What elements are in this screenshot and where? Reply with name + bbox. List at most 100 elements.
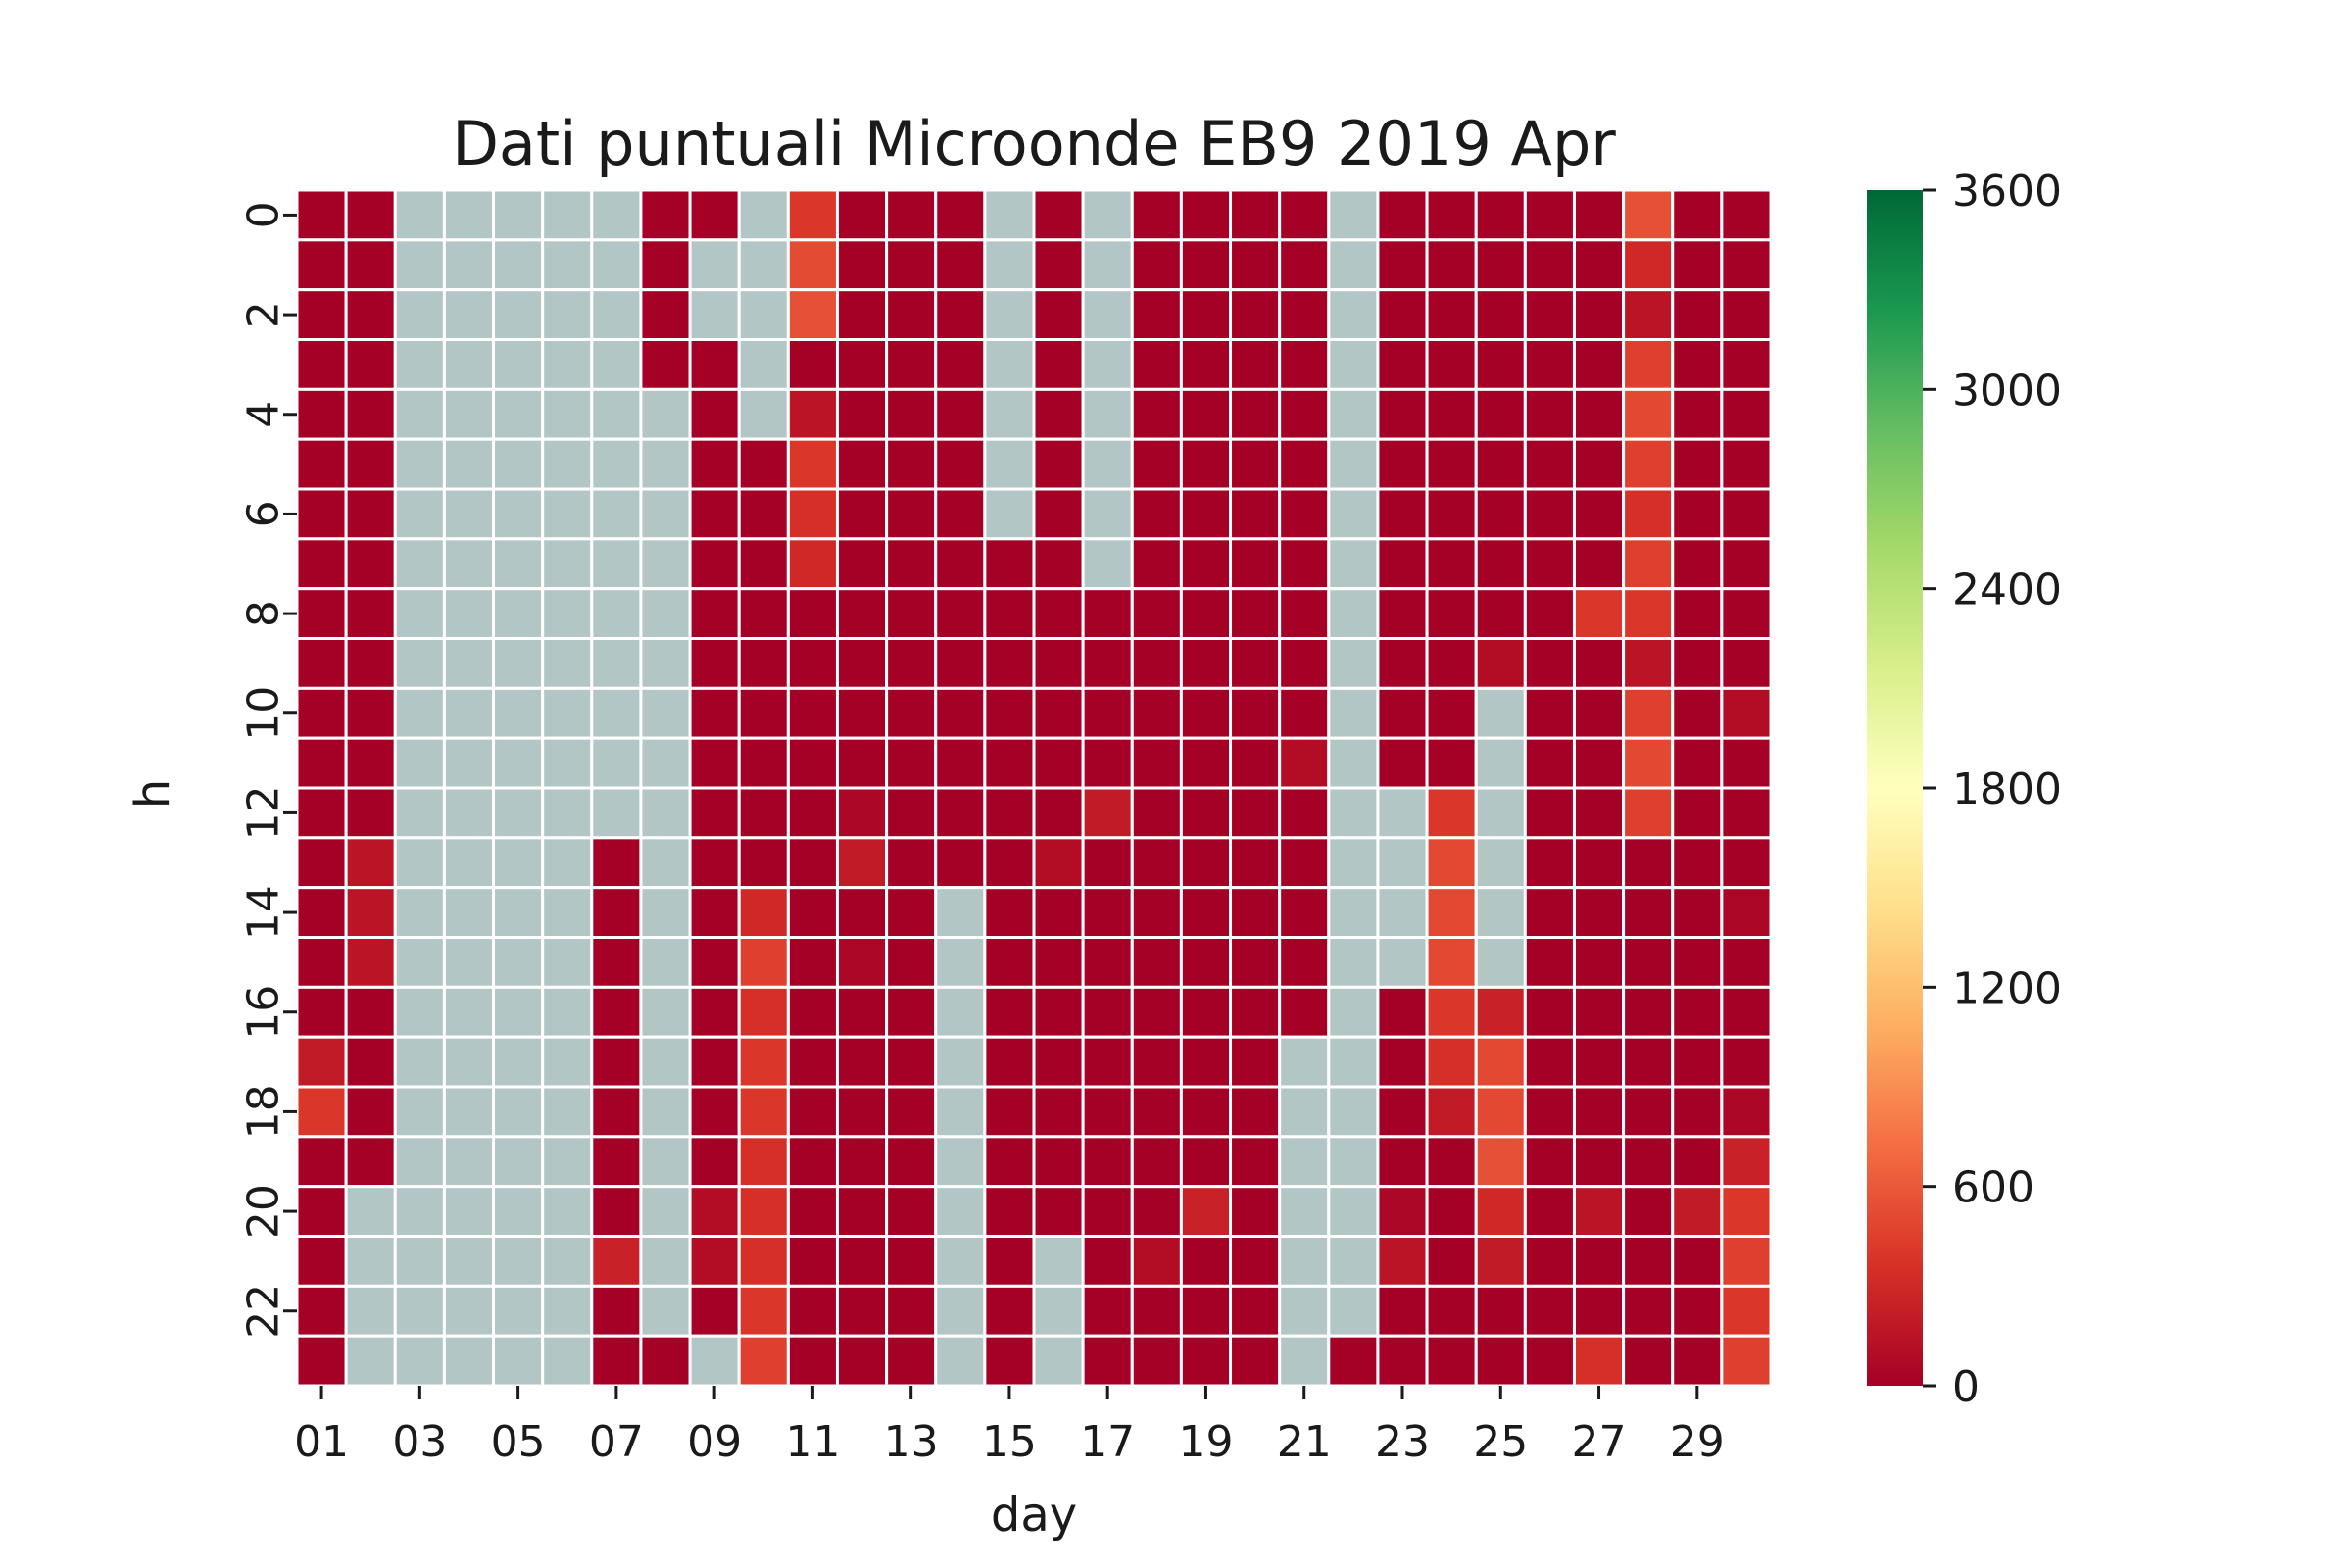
heatmap-cell <box>737 886 790 939</box>
heatmap-cell <box>442 637 496 690</box>
heatmap-cell <box>1425 936 1478 989</box>
heatmap-cell <box>541 836 594 890</box>
heatmap-cell <box>1474 1235 1527 1288</box>
heatmap-cell <box>1671 686 1724 740</box>
heatmap-cell <box>983 288 1036 342</box>
heatmap-cell <box>1130 387 1183 441</box>
heatmap-cell <box>786 587 839 640</box>
heatmap-cell <box>442 1334 496 1388</box>
heatmap-cell <box>1376 1135 1429 1189</box>
heatmap-cell <box>1130 188 1183 242</box>
heatmap-cell <box>1572 188 1626 242</box>
heatmap-cell <box>1179 936 1233 989</box>
heatmap-cell <box>1523 487 1576 541</box>
heatmap-cell <box>1671 587 1724 640</box>
heatmap-cell <box>1376 985 1429 1039</box>
heatmap-cell <box>1278 936 1331 989</box>
heatmap-cell <box>1572 587 1626 640</box>
heatmap-cell <box>639 637 692 690</box>
heatmap-cell <box>1327 537 1380 591</box>
heatmap-cell <box>1425 686 1478 740</box>
heatmap-cell <box>934 188 987 242</box>
heatmap-cell <box>1229 936 1282 989</box>
heatmap-cell <box>1376 786 1429 840</box>
heatmap-cell <box>344 288 397 342</box>
heatmap-cell <box>688 338 741 391</box>
heatmap-cell <box>1474 537 1527 591</box>
heatmap-cell <box>1376 537 1429 591</box>
heatmap-cell <box>442 487 496 541</box>
heatmap-cell <box>344 836 397 890</box>
heatmap-cell <box>590 637 643 690</box>
heatmap-cell <box>295 1135 348 1189</box>
heatmap-cell <box>541 238 594 292</box>
heatmap-cell <box>393 736 446 790</box>
heatmap-cell <box>1130 587 1183 640</box>
heatmap-cell <box>1376 936 1429 989</box>
heatmap-cell <box>934 487 987 541</box>
heatmap-cell <box>737 936 790 989</box>
heatmap-cell <box>1572 487 1626 541</box>
heatmap-cell <box>344 686 397 740</box>
heatmap-cell <box>934 1185 987 1239</box>
heatmap-cell <box>1278 487 1331 541</box>
heatmap-cell <box>1229 1135 1282 1189</box>
heatmap-cell <box>737 985 790 1039</box>
heatmap-cell <box>344 736 397 790</box>
heatmap-cell <box>541 985 594 1039</box>
heatmap-cell <box>1474 188 1527 242</box>
heatmap-cell <box>1376 487 1429 541</box>
heatmap-cell <box>1179 1085 1233 1139</box>
heatmap-cell <box>1081 985 1134 1039</box>
x-tick-label: 21 <box>1277 1417 1332 1467</box>
heatmap-cell <box>639 338 692 391</box>
heatmap-cell <box>1720 387 1773 441</box>
heatmap-cell <box>344 437 397 491</box>
heatmap-cell <box>1081 786 1134 840</box>
heatmap-cell <box>590 736 643 790</box>
heatmap-cell <box>541 1334 594 1388</box>
heatmap-cell <box>639 886 692 939</box>
heatmap-cell <box>1081 587 1134 640</box>
heatmap-cell <box>885 1185 938 1239</box>
heatmap-cell <box>737 736 790 790</box>
heatmap-cell <box>786 637 839 690</box>
heatmap-cell <box>344 786 397 840</box>
heatmap-cell <box>1425 736 1478 790</box>
heatmap-cell <box>1278 1035 1331 1089</box>
heatmap-cell <box>983 786 1036 840</box>
heatmap-cell <box>393 238 446 292</box>
heatmap-cell <box>983 736 1036 790</box>
heatmap-cell <box>295 437 348 491</box>
heatmap-cell <box>688 487 741 541</box>
heatmap-cell <box>1572 886 1626 939</box>
heatmap-cell <box>1032 1085 1085 1139</box>
heatmap-cell <box>885 1334 938 1388</box>
heatmap-cell <box>1720 1085 1773 1139</box>
heatmap-cell <box>983 637 1036 690</box>
heatmap-cell <box>1130 238 1183 292</box>
heatmap-cell <box>983 587 1036 640</box>
heatmap-cell <box>1425 637 1478 690</box>
heatmap-cell <box>1720 936 1773 989</box>
heatmap-cell <box>1179 836 1233 890</box>
heatmap-cell <box>835 886 889 939</box>
heatmap-cell <box>492 985 545 1039</box>
heatmap-cell <box>737 836 790 890</box>
heatmap-cell <box>1376 587 1429 640</box>
heatmap-cell <box>835 637 889 690</box>
heatmap-cell <box>688 1085 741 1139</box>
heatmap-cell <box>1523 387 1576 441</box>
heatmap-cells <box>295 188 1773 1388</box>
heatmap-cell <box>1278 836 1331 890</box>
heatmap-cell <box>1376 1334 1429 1388</box>
heatmap-cell <box>1622 238 1675 292</box>
heatmap-cell <box>983 387 1036 441</box>
heatmap-cell <box>786 437 839 491</box>
heatmap-cell <box>1622 836 1675 890</box>
heatmap-cell <box>1130 1235 1183 1288</box>
heatmap-cell <box>1671 786 1724 840</box>
heatmap-cell <box>1572 936 1626 989</box>
heatmap-cell <box>1523 985 1576 1039</box>
heatmap-cell <box>1572 985 1626 1039</box>
